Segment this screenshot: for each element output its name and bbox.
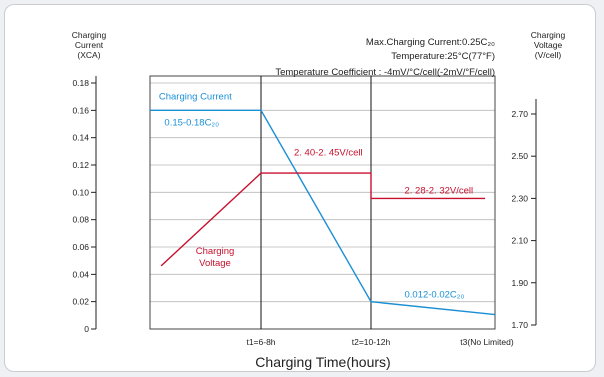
left-axis-title-line-2: Current (75, 40, 104, 50)
info-line-2: Temperature:25°C(77°F) (391, 51, 495, 62)
right-tick-label-3: 2.30 (511, 193, 528, 203)
x-tick-label-2: t2=10-12h (352, 337, 391, 347)
annotation-3: 2. 40-2. 45V/cell (294, 147, 363, 158)
x-tick-label-3: t3(No Limited) (460, 337, 514, 347)
annotation-5: 0.012-0.02C₂₀ (404, 290, 464, 301)
right-tick-label-2: 2.10 (511, 236, 528, 246)
annotation-2: 0.15-0.18C₂₀ (164, 117, 219, 128)
info-line-1: Max.Charging Current:0.25C₂₀ (366, 37, 495, 48)
chart-card: 0 0.02 0.04 0.06 0.08 0.10 0.12 0.14 0.16 0.18 1.… (4, 4, 596, 372)
left-tick-label-8: 0.16 (72, 105, 89, 115)
x-axis-title: Charging Time(hours) (255, 354, 390, 370)
left-tick-label-3: 0.06 (72, 242, 89, 252)
charging-voltage-line (160, 172, 486, 267)
charging-chart: 0 0.02 0.04 0.06 0.08 0.10 0.12 0.14 0.16 0.18 1.… (72, 30, 566, 370)
voltage-series-label-2: Voltage (199, 258, 231, 269)
chart-text: t1=6-8h t2=10-12h t3(No Limited)ChargingCu… (72, 30, 566, 370)
info-line-3: Temperature Coefficient : -4mV/°C/cell(-… (275, 67, 495, 78)
grid-lines (150, 82, 495, 303)
left-tick-label-5: 0.10 (72, 187, 89, 197)
left-axis-title-line-3: (XCA) (77, 50, 100, 60)
left-axis: 0 0.02 0.04 0.06 0.08 0.10 0.12 0.14 0.16 0.18 (72, 76, 97, 334)
annotation-1: Charging Current (159, 91, 232, 102)
x-tick-label-1: t1=6-8h (246, 337, 275, 347)
left-tick-label-0: 0 (84, 324, 89, 334)
left-axis-title-line-1: Charging (72, 30, 107, 40)
charging-current-line (150, 109, 496, 316)
left-tick-label-2: 0.04 (72, 269, 89, 279)
left-tick-label-9: 0.18 (72, 78, 89, 88)
voltage-series-label-1: Charging (196, 246, 235, 257)
right-axis-title-line-3: (V/cell) (535, 50, 562, 60)
right-axis-title-line-2: Voltage (534, 40, 563, 50)
left-tick-label-1: 0.02 (72, 297, 89, 307)
left-tick-label-6: 0.12 (72, 160, 89, 170)
right-axis-title-line-1: Charging (531, 30, 566, 40)
left-tick-label-7: 0.14 (72, 133, 89, 143)
right-tick-label-1: 1.90 (511, 278, 528, 288)
left-tick-label-4: 0.08 (72, 215, 89, 225)
right-tick-label-5: 2.70 (511, 109, 528, 119)
plot-frame (149, 75, 496, 330)
right-tick-label-0: 1.70 (511, 320, 528, 330)
series-lines (150, 109, 496, 316)
annotation-4: 2. 28-2. 32V/cell (404, 186, 473, 197)
right-axis: 1.70 1.90 2.10 2.30 2.50 2.70 (511, 99, 537, 330)
right-tick-label-4: 2.50 (511, 151, 528, 161)
time-divider-lines (260, 76, 372, 329)
